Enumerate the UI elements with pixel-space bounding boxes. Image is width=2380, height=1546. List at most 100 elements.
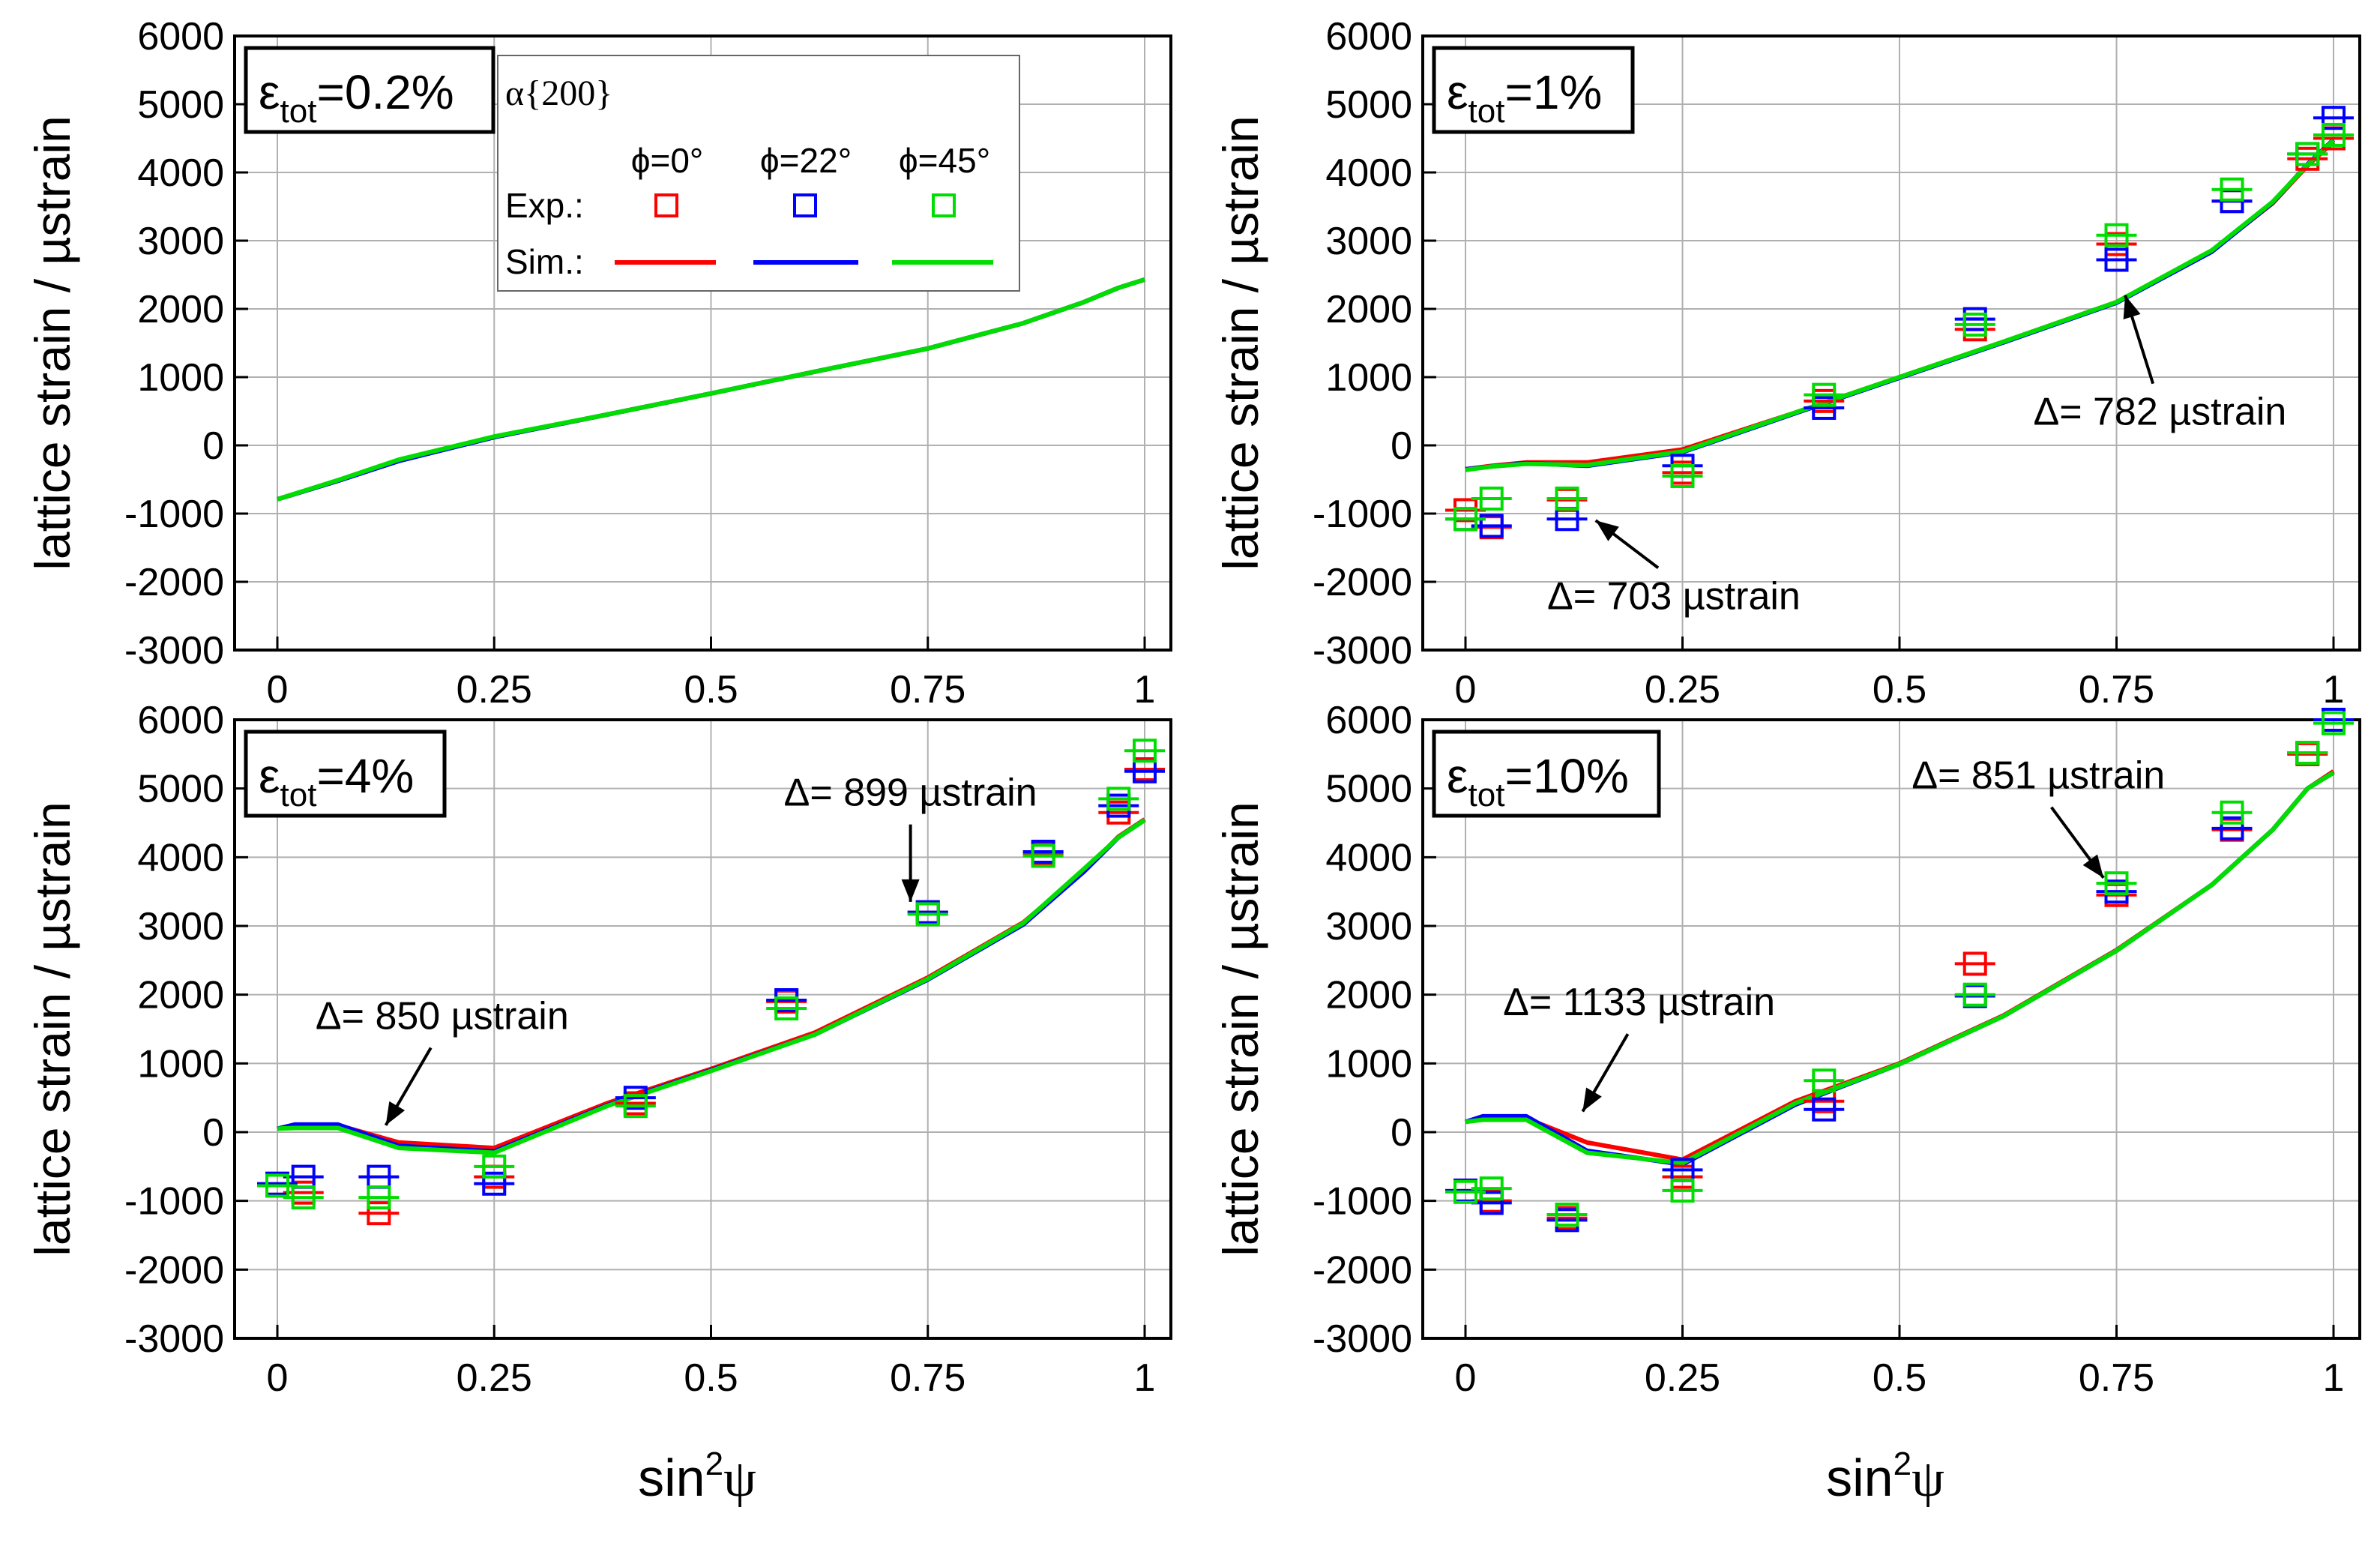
legend-phi22-label: ϕ=22° — [760, 141, 852, 180]
annotation-arrowhead — [385, 1101, 406, 1125]
annotation-label: Δ= 851 µstrain — [1911, 754, 2165, 798]
legend-sim-label: Sim.: — [505, 242, 584, 281]
y-tick-label: 5000 — [1325, 768, 1412, 811]
x-tick-label: 1 — [2323, 668, 2345, 712]
y-tick-label: -1000 — [124, 1180, 224, 1224]
y-tick-label: 1000 — [1325, 1042, 1412, 1086]
y-tick-label: 4000 — [1325, 151, 1412, 195]
y-tick-label: 6000 — [1325, 699, 1412, 742]
annotation-label: Δ= 899 µstrain — [784, 772, 1037, 815]
x-tick-label: 0.75 — [2079, 668, 2154, 712]
y-axis-title: lattice strain / µstrain — [1213, 801, 1268, 1257]
plot-frame — [1421, 34, 2361, 652]
y-tick-label: 0 — [1391, 1111, 1412, 1155]
y-tick-label: 2000 — [1325, 288, 1412, 331]
legend-exp-label: Exp.: — [505, 186, 584, 225]
x-tick-label: 0.5 — [684, 668, 738, 712]
y-tick-label: 2000 — [137, 288, 224, 331]
y-tick-label: -3000 — [1313, 1317, 1412, 1361]
y-tick-label: 1000 — [1325, 356, 1412, 400]
y-tick-label: 5000 — [137, 83, 224, 127]
y-tick-label: -1000 — [1313, 1180, 1412, 1224]
plot-frame — [233, 34, 1172, 652]
y-tick-label: -3000 — [124, 1317, 224, 1361]
y-tick-label: 3000 — [1325, 905, 1412, 948]
sim-line-phi45 — [277, 818, 1146, 1155]
y-tick-label: 3000 — [137, 905, 224, 948]
x-tick-label: 0.25 — [1645, 668, 1720, 712]
y-tick-label: -1000 — [1313, 493, 1412, 536]
y-tick-label: 6000 — [137, 699, 224, 742]
x-tick-label: 0.75 — [890, 1356, 965, 1400]
y-tick-label: 0 — [1391, 424, 1412, 468]
y-tick-label: -3000 — [1313, 629, 1412, 673]
legend-exp-phi0-marker — [654, 193, 678, 217]
chart-panel-top-left: 6000 5000 4000 3000 2000 1000 0 -1000 -2000 -3000… — [25, 15, 1172, 712]
x-tick-label: 0.75 — [890, 668, 965, 712]
x-tick-label: 1 — [2323, 1356, 2345, 1400]
x-tick-label: 0.75 — [2079, 1356, 2154, 1400]
x-tick-label: 0.5 — [1873, 1356, 1926, 1400]
sim-line-phi45 — [1465, 139, 2336, 472]
sim-line-phi45 — [277, 277, 1145, 502]
x-tick-label: 0 — [267, 668, 289, 712]
y-tick-label: 4000 — [137, 836, 224, 879]
annotation-arrowhead — [901, 879, 920, 902]
x-tick-label: 1 — [1134, 668, 1156, 712]
y-tick-label: 2000 — [137, 974, 224, 1017]
annotation-label: Δ= 782 µstrain — [2033, 391, 2286, 434]
sim-line-phi45 — [1465, 771, 2335, 1166]
annotation-label: Δ= 1133 µstrain — [1503, 981, 1775, 1024]
svg-text:εtot=10%: εtot=10% — [1447, 749, 1629, 813]
x-tick-label: 0.5 — [684, 1356, 738, 1400]
y-tick-label: 4000 — [1325, 836, 1412, 879]
legend-exp-phi22-marker — [793, 193, 817, 217]
y-axis-title: lattice strain / µstrain — [1213, 115, 1268, 571]
legend-phi0-label: ϕ=0° — [631, 141, 704, 180]
y-tick-label: 5000 — [137, 768, 224, 811]
panel-title: εtot=4% — [244, 730, 447, 818]
annotation-arrowhead — [2123, 295, 2141, 320]
svg-text:εtot=0.2%: εtot=0.2% — [259, 65, 454, 130]
chart-panel-bottom-left: 6000 5000 4000 3000 2000 1000 0 -1000 -2000 -3000… — [25, 699, 1172, 1400]
x-axis-title-left: sin2ψ — [638, 1446, 756, 1508]
y-tick-label: 6000 — [1325, 15, 1412, 58]
x-tick-label: 0.5 — [1873, 668, 1926, 712]
x-tick-label: 0 — [267, 1356, 289, 1400]
legend: α{200} ϕ=0° ϕ=22° ϕ=45° Exp.: Sim.: — [497, 55, 1020, 292]
svg-text:εtot=4%: εtot=4% — [259, 749, 414, 813]
y-tick-label: 5000 — [1325, 83, 1412, 127]
x-tick-label: 0 — [1455, 1356, 1477, 1400]
annotation-label: Δ= 703 µstrain — [1547, 574, 1801, 618]
annotation-label: Δ= 850 µstrain — [316, 995, 569, 1038]
y-tick-label: -3000 — [124, 629, 224, 673]
annotation-arrowhead — [1582, 1087, 1602, 1112]
x-tick-label: 0 — [1455, 668, 1477, 712]
y-tick-label: -2000 — [124, 561, 224, 604]
chart-panel-top-right: 6000 5000 4000 3000 2000 1000 0 -1000 -2000 -3000… — [1213, 15, 2361, 712]
y-tick-label: -2000 — [1313, 1248, 1412, 1292]
annotation-arrowhead — [2082, 854, 2104, 878]
panel-title: εtot=1% — [1432, 46, 1635, 134]
chart-panel-bottom-right: 6000 5000 4000 3000 2000 1000 0 -1000 -2000 -3000… — [1213, 699, 2361, 1400]
y-tick-label: 3000 — [1325, 220, 1412, 263]
panel-title: εtot=10% — [1432, 730, 1661, 818]
y-axis-title: lattice strain / µstrain — [25, 115, 80, 571]
x-tick-label: 0.25 — [1645, 1356, 1720, 1400]
y-tick-label: 6000 — [137, 15, 224, 58]
panel-title: εtot=0.2% — [244, 46, 495, 134]
svg-text:εtot=1%: εtot=1% — [1447, 65, 1602, 130]
x-tick-label: 0.25 — [457, 1356, 532, 1400]
y-tick-label: 3000 — [137, 220, 224, 263]
x-tick-label: 1 — [1134, 1356, 1156, 1400]
y-tick-label: 0 — [202, 424, 224, 468]
x-axis-title-right: sin2ψ — [1826, 1446, 1944, 1508]
annotation-arrowhead — [1595, 520, 1619, 541]
y-tick-label: -2000 — [1313, 561, 1412, 604]
y-axis-title: lattice strain / µstrain — [25, 801, 80, 1257]
y-tick-label: 2000 — [1325, 974, 1412, 1017]
y-tick-label: 1000 — [137, 1042, 224, 1086]
legend-phi45-label: ϕ=45° — [899, 141, 990, 180]
y-tick-label: -1000 — [124, 493, 224, 536]
